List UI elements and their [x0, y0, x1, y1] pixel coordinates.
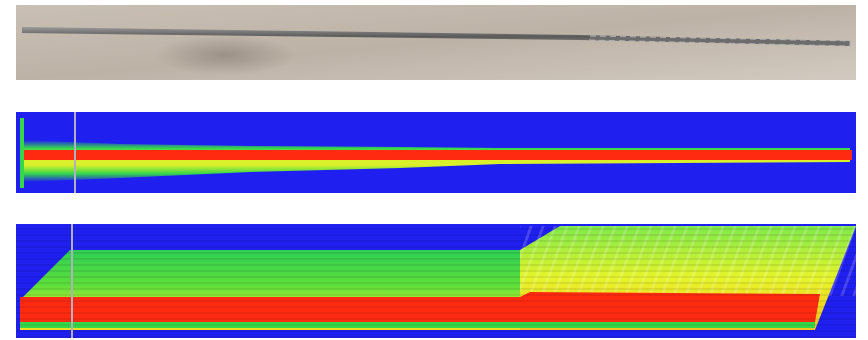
- heatmap-top: [16, 112, 856, 193]
- heatmap-core: [20, 150, 852, 160]
- photo-smudge: [155, 35, 295, 75]
- heatmap-bottom: [16, 224, 856, 338]
- rod-photo: [16, 5, 856, 80]
- rod-thread: [589, 35, 851, 47]
- heatmap-scanlines: [16, 224, 856, 338]
- heatmap-edge: [20, 118, 24, 188]
